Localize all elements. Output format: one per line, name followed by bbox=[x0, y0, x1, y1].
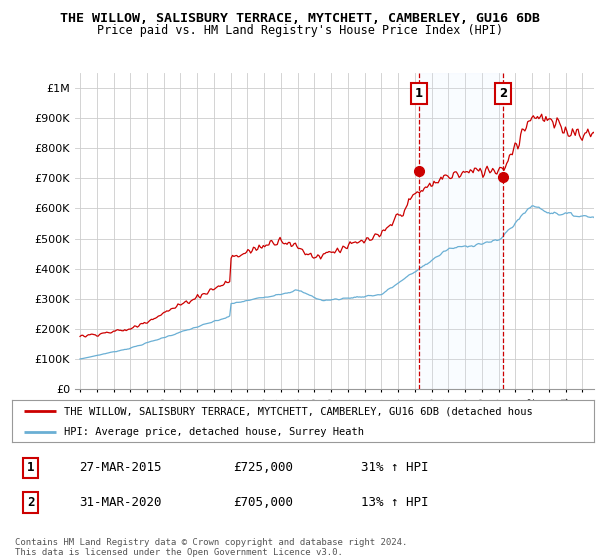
Text: 31% ↑ HPI: 31% ↑ HPI bbox=[361, 461, 428, 474]
Text: 1: 1 bbox=[415, 87, 423, 100]
Text: Price paid vs. HM Land Registry's House Price Index (HPI): Price paid vs. HM Land Registry's House … bbox=[97, 24, 503, 36]
Text: 27-MAR-2015: 27-MAR-2015 bbox=[79, 461, 161, 474]
Text: 31-MAR-2020: 31-MAR-2020 bbox=[79, 496, 161, 509]
Text: £705,000: £705,000 bbox=[233, 496, 293, 509]
Text: Contains HM Land Registry data © Crown copyright and database right 2024.
This d: Contains HM Land Registry data © Crown c… bbox=[15, 538, 407, 557]
Text: £725,000: £725,000 bbox=[233, 461, 293, 474]
Text: 2: 2 bbox=[499, 87, 507, 100]
Text: HPI: Average price, detached house, Surrey Heath: HPI: Average price, detached house, Surr… bbox=[64, 427, 364, 437]
Bar bbox=[419, 73, 503, 389]
Text: 2: 2 bbox=[27, 496, 34, 509]
Text: 13% ↑ HPI: 13% ↑ HPI bbox=[361, 496, 428, 509]
Text: THE WILLOW, SALISBURY TERRACE, MYTCHETT, CAMBERLEY, GU16 6DB: THE WILLOW, SALISBURY TERRACE, MYTCHETT,… bbox=[60, 12, 540, 25]
Text: 1: 1 bbox=[27, 461, 34, 474]
Text: THE WILLOW, SALISBURY TERRACE, MYTCHETT, CAMBERLEY, GU16 6DB (detached hous: THE WILLOW, SALISBURY TERRACE, MYTCHETT,… bbox=[64, 407, 533, 416]
